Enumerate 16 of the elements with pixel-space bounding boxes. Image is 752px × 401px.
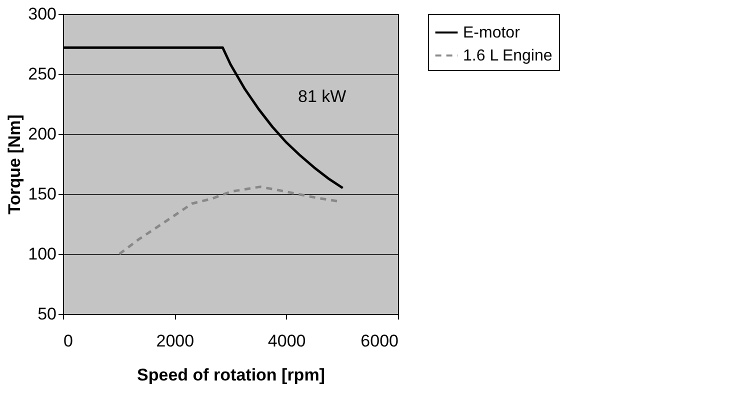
legend-label: E-motor [463,24,521,42]
x-tick-label: 0 [64,332,73,350]
x-tick-label: 2000 [156,332,194,350]
y-axis-title: Torque [Nm] [5,114,24,214]
x-tick-label: 4000 [268,332,306,350]
y-tick-label: 50 [38,304,56,324]
y-tick-label: 250 [28,64,56,84]
annotation: 81 kW [298,87,346,106]
x-tick-label: 6000 [360,332,398,350]
y-tick-label: 300 [28,4,56,24]
y-tick-label: 100 [28,244,56,264]
y-tick-label: 200 [28,124,56,144]
y-tick-label: 150 [28,184,56,204]
line-series [118,186,339,256]
x-axis-title: Speed of rotation [rpm] [137,366,325,384]
legend-label: 1.6 L Engine [463,48,552,64]
